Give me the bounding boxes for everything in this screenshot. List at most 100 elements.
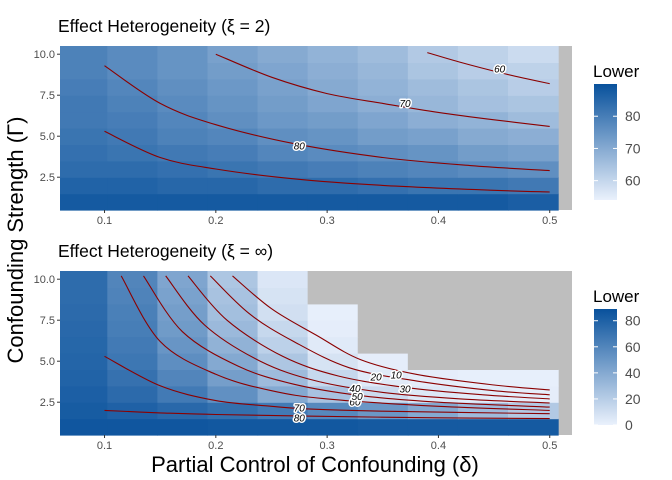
heatmap-tile xyxy=(107,271,158,288)
contour-line-60 xyxy=(120,275,550,411)
heatmap-tile xyxy=(357,385,409,403)
heatmap-tile xyxy=(307,177,359,195)
heatmap-tile xyxy=(207,303,259,321)
heatmap-tile xyxy=(257,177,309,195)
contour-line-70 xyxy=(104,355,550,415)
heatmap-tile xyxy=(407,303,459,321)
heatmap-tile xyxy=(257,271,309,288)
heatmap-tile xyxy=(157,128,209,145)
heatmap-tile xyxy=(407,418,459,436)
heatmap-tile xyxy=(508,353,559,370)
heatmap-tile xyxy=(357,160,409,178)
heatmap-tile xyxy=(107,144,158,162)
heatmap-tile xyxy=(307,271,359,288)
heatmap-tile xyxy=(207,385,259,403)
heatmap-tile xyxy=(107,303,158,321)
heatmap-tile xyxy=(407,353,459,370)
x-tick-label: 0.1 xyxy=(97,440,112,452)
heatmap-tile xyxy=(157,46,209,63)
heatmap-tile xyxy=(357,193,409,211)
heatmap-tile xyxy=(107,160,158,178)
heatmap-tile xyxy=(457,402,509,420)
heatmap-tile xyxy=(307,111,359,129)
legend-colorbar xyxy=(594,309,617,425)
panel-title: Effect Heterogeneity (ξ = ∞) xyxy=(58,241,273,261)
heatmap-tile xyxy=(407,160,459,178)
heatmap-tile xyxy=(307,193,359,211)
y-tick-label: 7.5 xyxy=(40,315,55,327)
heatmap-tile xyxy=(508,418,559,436)
contour-line-50 xyxy=(143,275,550,408)
contour-label: 70 xyxy=(294,403,306,414)
heatmap-tile xyxy=(508,320,559,338)
heatmap-tile xyxy=(457,111,509,129)
heatmap-tile xyxy=(207,111,259,129)
heatmap-tile xyxy=(357,336,409,354)
heatmap-tile xyxy=(357,144,409,162)
heatmap-tile xyxy=(207,418,259,436)
heatmap-tile xyxy=(107,287,158,305)
heatmap-tile xyxy=(107,320,158,338)
heatmap-tile xyxy=(107,62,158,80)
heatmap-tile xyxy=(60,46,108,63)
y-tick-label: 5.0 xyxy=(40,356,55,368)
heatmap-tile xyxy=(457,271,509,288)
heatmap-tile xyxy=(60,144,108,162)
legend-tick-label: 0 xyxy=(625,417,633,433)
heatmap-tile xyxy=(207,46,259,63)
heatmap-tile xyxy=(407,95,459,113)
heatmap-tile xyxy=(157,177,209,195)
heatmap-tile xyxy=(207,62,259,80)
heatmap-tile xyxy=(407,128,459,145)
legend-tick-label: 40 xyxy=(625,365,641,381)
heatmap-tile xyxy=(60,193,108,211)
heatmap-tile xyxy=(307,78,359,96)
heatmap-tile xyxy=(107,369,158,387)
heatmap-tile xyxy=(157,62,209,80)
heatmap-tile xyxy=(207,336,259,354)
heatmap-tile xyxy=(257,353,309,370)
heatmap-tile xyxy=(207,128,259,145)
heatmap-tile xyxy=(157,385,209,403)
heatmap-tile xyxy=(508,128,559,145)
contour-line-30 xyxy=(187,275,550,400)
heatmap-tile xyxy=(207,95,259,113)
heatmap-tile xyxy=(207,271,259,288)
heatmap-tile xyxy=(60,336,108,354)
heatmap-tile xyxy=(508,111,559,129)
heatmap-tile xyxy=(157,193,209,211)
legend-tick-label: 80 xyxy=(625,108,641,124)
heatmap-tile xyxy=(307,402,359,420)
heatmap-tile xyxy=(457,128,509,145)
heatmap-tile xyxy=(157,78,209,96)
legend-tick-label: 70 xyxy=(625,140,641,156)
heatmap-tile xyxy=(60,353,108,370)
heatmap-tile xyxy=(60,385,108,403)
heatmap-tile xyxy=(357,320,409,338)
heatmap-tile xyxy=(107,402,158,420)
heatmap-tile xyxy=(508,369,559,387)
heatmap-tile xyxy=(457,336,509,354)
heatmap-tile xyxy=(107,78,158,96)
heatmap-tile xyxy=(457,287,509,305)
contour-line-70 xyxy=(104,65,550,172)
panel-1: Effect Heterogeneity (ξ = 2) 80 70 60 0.1 0.2… xyxy=(34,16,641,227)
heatmap-tile xyxy=(457,418,509,436)
y-tick-label: 5.0 xyxy=(40,131,55,143)
heatmap-tile xyxy=(407,287,459,305)
heatmap-tile xyxy=(457,177,509,195)
contour-line-80 xyxy=(104,130,550,193)
contour-line-40 xyxy=(165,275,550,404)
heatmap-tile xyxy=(60,271,108,288)
heatmap-tile xyxy=(357,303,409,321)
heatmap-tile xyxy=(357,46,409,63)
contour-label: 60 xyxy=(494,64,506,75)
heatmap-tile xyxy=(60,78,108,96)
legend-tick-label: 80 xyxy=(625,313,641,329)
contour-label: 10 xyxy=(391,371,403,382)
heatmap-tile xyxy=(307,62,359,80)
heatmap-tile xyxy=(60,287,108,305)
x-tick-label: 0.5 xyxy=(542,440,557,452)
heatmap-tile xyxy=(407,369,459,387)
heatmap-tile xyxy=(107,353,158,370)
